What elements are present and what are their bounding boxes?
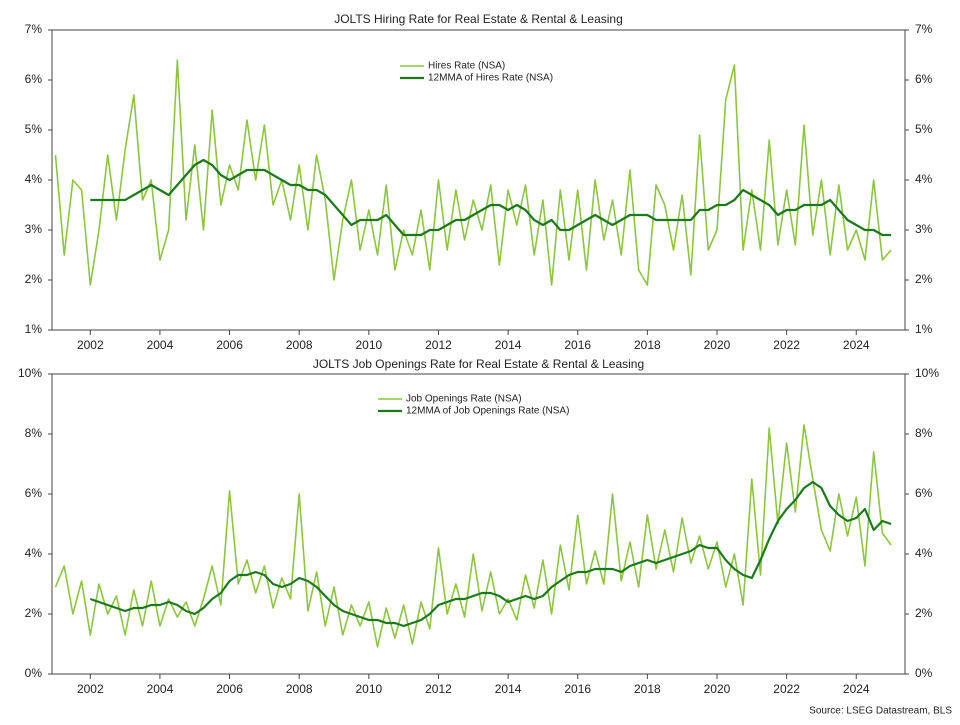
x-tick-label: 2002 xyxy=(77,338,104,352)
y2-tick-label: 5% xyxy=(915,122,933,136)
y2-tick-label: 4% xyxy=(915,546,933,560)
y2-tick-label: 2% xyxy=(915,272,933,286)
x-tick-label: 2004 xyxy=(147,682,174,696)
x-tick-label: 2020 xyxy=(704,338,731,352)
plot-frame xyxy=(51,373,906,675)
y-tick-label: 0% xyxy=(25,666,43,680)
x-tick-label: 2010 xyxy=(355,682,382,696)
x-tick-label: 2012 xyxy=(425,682,452,696)
y-tick-label: 7% xyxy=(25,22,43,36)
series-line xyxy=(54,424,892,648)
series-line xyxy=(90,158,892,237)
x-tick-label: 2002 xyxy=(77,682,104,696)
y2-tick-label: 4% xyxy=(915,172,933,186)
legend-label: Job Openings Rate (NSA) xyxy=(406,394,522,405)
legend-label: 12MMA of Job Openings Rate (NSA) xyxy=(406,406,569,417)
y2-tick-label: 10% xyxy=(915,366,939,380)
x-tick-label: 2014 xyxy=(495,682,522,696)
series-line xyxy=(54,59,892,286)
y2-tick-label: 6% xyxy=(915,72,933,86)
y2-tick-label: 3% xyxy=(915,222,933,236)
series-line xyxy=(89,480,892,628)
y-tick-label: 2% xyxy=(25,272,43,286)
y-tick-label: 8% xyxy=(25,426,43,440)
x-tick-label: 2024 xyxy=(843,682,870,696)
y-tick-label: 6% xyxy=(25,72,43,86)
x-tick-label: 2020 xyxy=(704,682,731,696)
source-note: Source: LSEG Datastream, BLS xyxy=(809,706,952,717)
x-tick-label: 2014 xyxy=(495,338,522,352)
x-tick-label: 2022 xyxy=(773,682,800,696)
y-tick-label: 4% xyxy=(25,546,43,560)
x-tick-label: 2008 xyxy=(286,338,313,352)
x-tick-label: 2008 xyxy=(286,682,313,696)
x-tick-label: 2018 xyxy=(634,682,661,696)
x-tick-label: 2024 xyxy=(843,338,870,352)
x-tick-label: 2010 xyxy=(355,338,382,352)
y-tick-label: 4% xyxy=(25,172,43,186)
x-tick-label: 2018 xyxy=(634,338,661,352)
legend-label: 12MMA of Hires Rate (NSA) xyxy=(428,73,553,84)
x-tick-label: 2006 xyxy=(216,682,243,696)
y-tick-label: 5% xyxy=(25,122,43,136)
y2-tick-label: 1% xyxy=(915,322,933,336)
legend-label: Hires Rate (NSA) xyxy=(428,61,505,72)
x-tick-label: 2016 xyxy=(564,338,591,352)
y2-tick-label: 6% xyxy=(915,486,933,500)
y2-tick-label: 2% xyxy=(915,606,933,620)
y-tick-label: 2% xyxy=(25,606,43,620)
y-tick-label: 6% xyxy=(25,486,43,500)
chart-title: JOLTS Job Openings Rate for Real Estate … xyxy=(313,357,644,371)
y-tick-label: 3% xyxy=(25,222,43,236)
x-tick-label: 2022 xyxy=(773,338,800,352)
x-tick-label: 2016 xyxy=(564,682,591,696)
y2-tick-label: 7% xyxy=(915,22,933,36)
x-tick-label: 2006 xyxy=(216,338,243,352)
y-tick-label: 10% xyxy=(18,366,42,380)
y2-tick-label: 8% xyxy=(915,426,933,440)
y2-tick-label: 0% xyxy=(915,666,933,680)
x-tick-label: 2004 xyxy=(147,338,174,352)
chart-title: JOLTS Hiring Rate for Real Estate & Rent… xyxy=(334,12,623,26)
y-tick-label: 1% xyxy=(25,322,43,336)
x-tick-label: 2012 xyxy=(425,338,452,352)
